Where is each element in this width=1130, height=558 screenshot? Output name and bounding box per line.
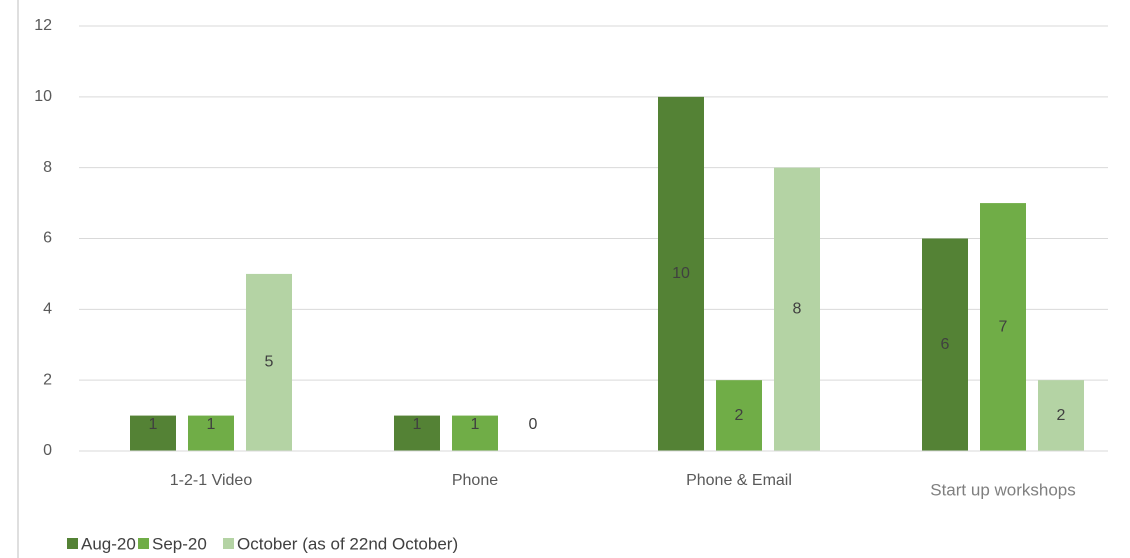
y-tick-label: 10 [34, 88, 52, 105]
x-tick-label: 1-2-1 Video [170, 472, 253, 489]
bar [394, 415, 440, 451]
data-label: 1 [471, 416, 480, 433]
data-label: 6 [941, 336, 950, 353]
bar [1038, 380, 1084, 451]
data-label: 1 [207, 416, 216, 433]
data-label: 2 [735, 407, 744, 424]
legend-label: October (as of 22nd October) [237, 534, 458, 553]
y-tick-label: 0 [43, 442, 52, 459]
legend-label: Aug-20 [81, 534, 136, 553]
bar [658, 96, 704, 451]
x-tick-label: Phone [452, 472, 498, 489]
data-label: 2 [1057, 407, 1066, 424]
data-label: 7 [999, 318, 1008, 335]
y-tick-label: 6 [43, 230, 52, 247]
bar [774, 167, 820, 451]
legend-label: Sep-20 [152, 534, 207, 553]
bar [130, 415, 176, 451]
legend-swatch [223, 538, 234, 549]
bar [246, 273, 292, 451]
data-label: 5 [265, 354, 274, 371]
y-tick-label: 2 [43, 371, 52, 388]
legend-swatch [67, 538, 78, 549]
x-tick-label: Start up workshops [930, 480, 1076, 499]
legend-swatch [138, 538, 149, 549]
data-label: 0 [529, 416, 538, 433]
data-label: 10 [672, 265, 690, 282]
y-tick-label: 12 [34, 17, 52, 34]
bar [980, 203, 1026, 451]
bar [188, 415, 234, 451]
data-label: 1 [149, 416, 158, 433]
bar [922, 238, 968, 451]
data-label: 8 [793, 301, 802, 318]
y-tick-label: 4 [43, 301, 52, 318]
bar [716, 380, 762, 451]
bar [452, 415, 498, 451]
y-tick-label: 8 [43, 159, 52, 176]
x-tick-label: Phone & Email [686, 472, 792, 489]
data-label: 1 [413, 416, 422, 433]
